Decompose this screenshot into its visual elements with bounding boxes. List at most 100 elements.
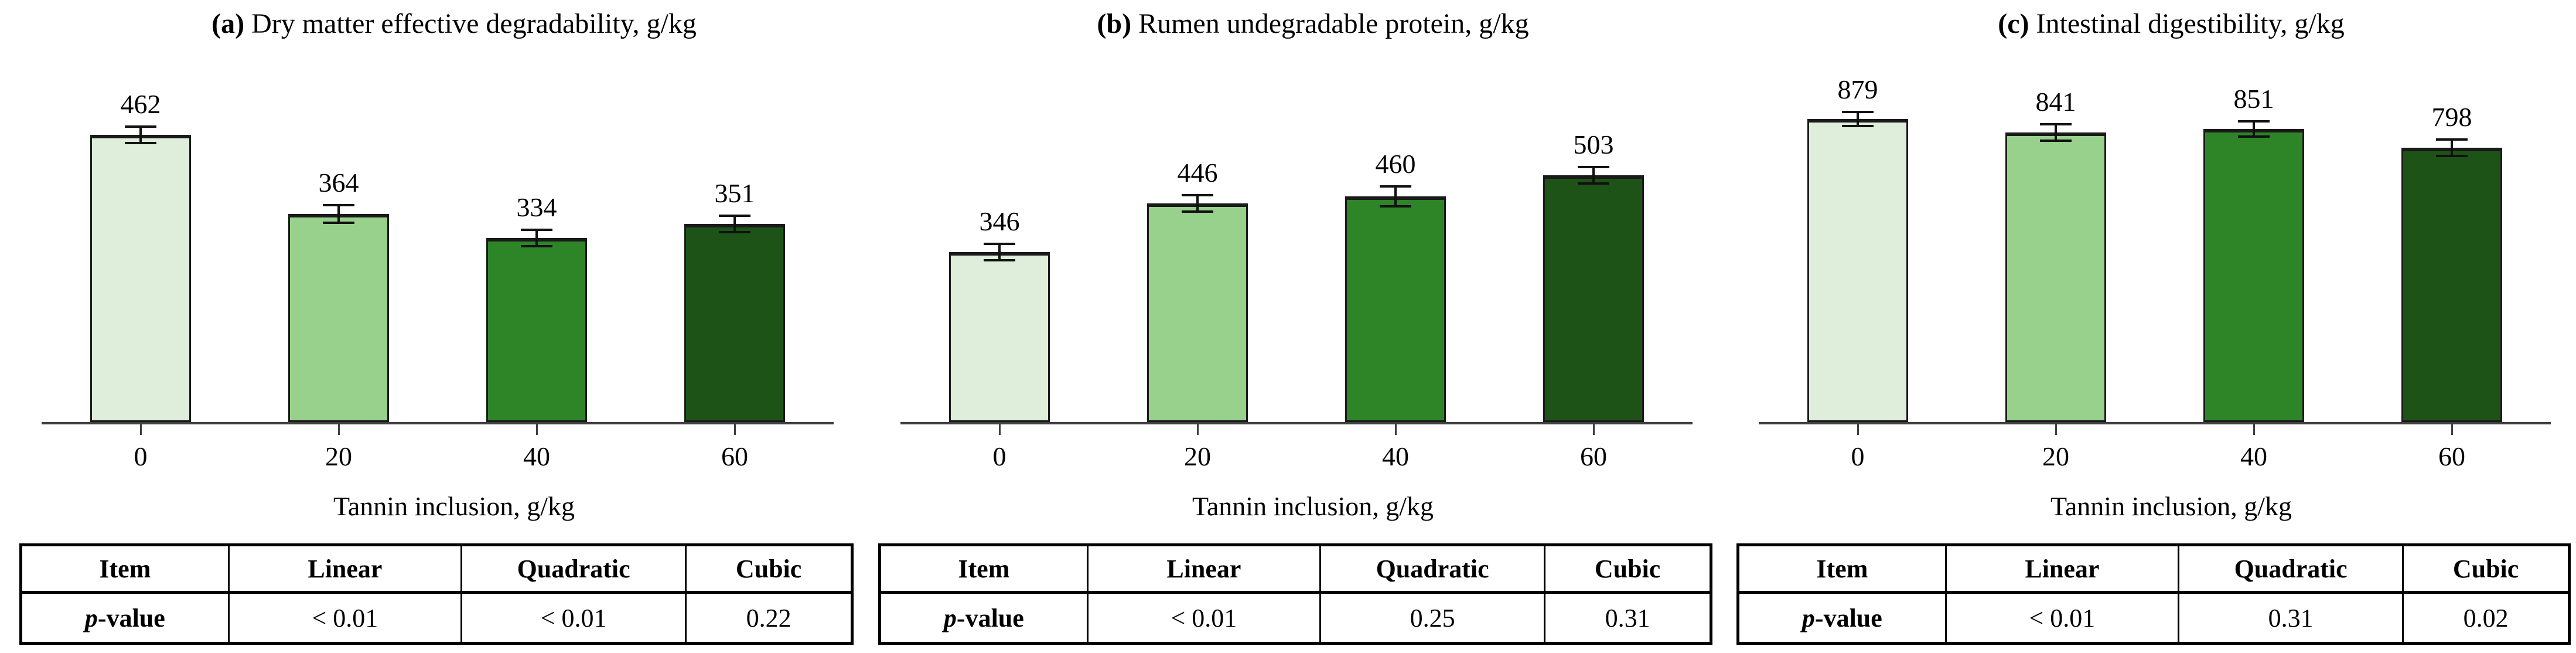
x-axis-tick — [2253, 424, 2255, 435]
header-cubic: Cubic — [685, 544, 853, 594]
panel-title: (c) Intestinal digestibility, g/kg — [1776, 7, 2567, 41]
error-bar-cap — [125, 142, 156, 144]
p-value-quadratic: 0.31 — [2178, 591, 2404, 644]
x-axis-tick — [1857, 424, 1859, 435]
header-quadratic: Quadratic — [2178, 544, 2404, 594]
error-bar — [2451, 140, 2453, 156]
error-bar-cap — [1380, 205, 1411, 208]
table-header-row: Item Linear Quadratic Cubic — [1737, 544, 2570, 594]
bar-a-40 — [486, 238, 587, 422]
x-axis-tick — [1197, 424, 1199, 435]
header-cubic: Cubic — [1544, 544, 1712, 594]
error-bar-cap — [2238, 120, 2270, 123]
error-bar-cap — [2436, 155, 2468, 157]
error-bar — [535, 230, 538, 246]
panel-letter: (a) — [211, 8, 245, 39]
bar-chart: 879 841 851 798 — [1759, 76, 2551, 424]
x-tick-label: 0 — [1851, 441, 1865, 471]
x-tick-label: 40 — [523, 441, 550, 471]
bar-a-0 — [90, 135, 191, 422]
bar-value-label: 503 — [1573, 130, 1614, 159]
bar-a-60 — [684, 224, 785, 422]
regression-table: Item Linear Quadratic Cubic p-value < 0.… — [1736, 543, 2571, 645]
error-bar-cap — [719, 231, 750, 233]
table-data-row: p-value < 0.01 0.25 0.31 — [879, 591, 1712, 644]
p-value-label: p-value — [1737, 591, 1947, 644]
error-bar-cap — [984, 243, 1015, 245]
error-bar-cap — [1578, 166, 1609, 168]
x-axis-title: Tannin inclusion, g/kg — [2050, 491, 2292, 521]
bar-value-label: 879 — [1837, 74, 1878, 104]
x-axis-tick — [1395, 424, 1397, 435]
p-value-cubic: 0.22 — [685, 591, 853, 644]
bar-a-20 — [288, 214, 389, 422]
x-tick-label: 20 — [325, 441, 352, 471]
p-value-linear: < 0.01 — [1086, 591, 1322, 644]
header-item: Item — [20, 544, 230, 594]
x-axis-tick — [999, 424, 1001, 435]
header-linear: Linear — [227, 544, 463, 594]
panel-title-text: Intestinal digestibility, g/kg — [2029, 8, 2345, 39]
table-data-row: p-value < 0.01 < 0.01 0.22 — [20, 591, 853, 644]
panel-title: (a) Dry matter effective degradability, … — [59, 7, 849, 41]
p-value-cubic: 0.02 — [2402, 591, 2570, 644]
x-axis-tick — [536, 424, 538, 435]
x-tick-label: 60 — [1580, 441, 1607, 471]
error-bar — [139, 127, 142, 143]
p-value-label: p-value — [20, 591, 230, 644]
bar-value-label: 446 — [1177, 158, 1218, 188]
error-bar — [1592, 167, 1595, 183]
bar-value-label: 364 — [318, 168, 359, 198]
panel-letter: (b) — [1097, 8, 1132, 39]
x-axis-tick — [1593, 424, 1595, 435]
header-cubic: Cubic — [2402, 544, 2570, 594]
panel-a: (a) Dry matter effective degradability, … — [0, 0, 859, 653]
error-bar — [998, 244, 1001, 260]
error-bar-cap — [1182, 210, 1213, 213]
error-bar-cap — [1182, 194, 1213, 196]
error-bar-cap — [2040, 123, 2072, 125]
bar-b-0 — [949, 252, 1050, 422]
bar-chart: 346 446 460 503 — [900, 76, 1693, 424]
regression-table: Item Linear Quadratic Cubic p-value < 0.… — [878, 543, 1712, 645]
error-bar — [733, 216, 736, 232]
error-bar-cap — [521, 229, 552, 231]
error-bar-cap — [125, 125, 156, 128]
header-quadratic: Quadratic — [1319, 544, 1546, 594]
bar-value-label: 851 — [2233, 84, 2274, 114]
bar-b-60 — [1543, 175, 1644, 422]
bar-value-label: 462 — [120, 89, 161, 119]
error-bar — [1196, 195, 1199, 212]
x-axis-tick — [734, 424, 736, 435]
panel-c: (c) Intestinal digestibility, g/kg 879 84… — [1717, 0, 2576, 653]
x-axis-title: Tannin inclusion, g/kg — [333, 491, 575, 521]
x-tick-label: 0 — [992, 441, 1006, 471]
panel-title-text: Dry matter effective degradability, g/kg — [244, 8, 697, 39]
error-bar-cap — [323, 204, 354, 206]
error-bar-cap — [323, 222, 354, 224]
p-value-linear: < 0.01 — [1944, 591, 2180, 644]
x-axis-tick — [140, 424, 142, 435]
x-axis-tick — [338, 424, 340, 435]
panel-b: (b) Rumen undegradable protein, g/kg 346… — [859, 0, 1718, 653]
error-bar-cap — [2040, 140, 2072, 142]
table-header-row: Item Linear Quadratic Cubic — [879, 544, 1712, 594]
p-value-cubic: 0.31 — [1544, 591, 1712, 644]
error-bar-cap — [1380, 185, 1411, 188]
bar-c-60 — [2401, 148, 2502, 422]
bar-c-20 — [2005, 132, 2106, 422]
p-value-linear: < 0.01 — [227, 591, 463, 644]
error-bar — [2055, 124, 2057, 141]
bar-b-40 — [1345, 196, 1446, 422]
error-bar-cap — [2436, 138, 2468, 141]
x-tick-label: 20 — [1184, 441, 1211, 471]
panel-title: (b) Rumen undegradable protein, g/kg — [917, 7, 1708, 41]
bar-c-0 — [1807, 119, 1908, 422]
table-data-row: p-value < 0.01 0.31 0.02 — [1737, 591, 2570, 644]
p-value-label: p-value — [879, 591, 1089, 644]
error-bar — [337, 205, 340, 223]
error-bar-cap — [2238, 135, 2270, 138]
regression-table: Item Linear Quadratic Cubic p-value < 0.… — [19, 543, 854, 645]
header-quadratic: Quadratic — [460, 544, 687, 594]
error-bar — [2253, 121, 2255, 137]
